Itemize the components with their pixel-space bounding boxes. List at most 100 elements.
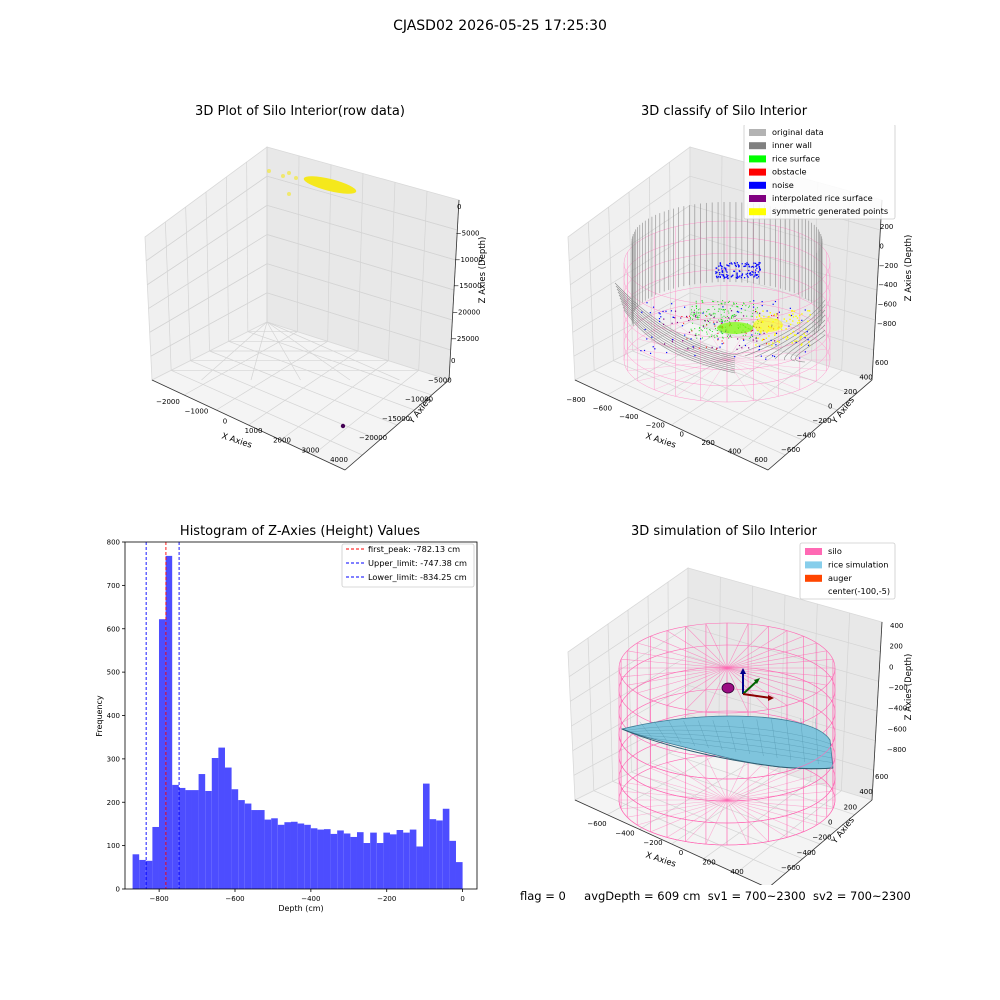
z-tick-label: −400 (888, 705, 907, 713)
plot3-y-ticks: 0 100 200 300 400 500 600 700 800 (107, 539, 125, 894)
legend-label: symmetric generated points (772, 206, 888, 216)
y-tick-label: −400 (797, 849, 816, 857)
histogram-bar (337, 830, 344, 889)
plot2-legend: original data inner wall rice surface obsta… (743, 125, 896, 220)
plot4-z-ticks: −800 −600 −400 −200 0 200 400 (887, 622, 908, 754)
x-tick-label: 0 (679, 849, 683, 857)
z-tick-label: −200 (879, 262, 898, 270)
legend-swatch (749, 155, 766, 163)
legend-swatch (805, 548, 822, 555)
histogram-bar (396, 830, 404, 889)
y-tick-label: −15000 (382, 415, 410, 423)
plot2-classified-points (640, 262, 811, 360)
legend-label: rice surface (772, 153, 820, 163)
histogram-bar (297, 823, 305, 889)
histogram-bar (145, 860, 153, 889)
plot4-auger (721, 668, 774, 701)
legend-label: obstacle (772, 167, 807, 177)
histogram-bar (383, 832, 390, 889)
histogram-bar (211, 758, 219, 889)
x-tick-label: −2000 (156, 398, 180, 406)
y-tick-label: 200 (844, 388, 857, 396)
x-tick-label: 1000 (245, 427, 263, 435)
histogram-bar (403, 832, 410, 889)
z-tick-label: −200 (889, 684, 908, 692)
legend-swatch (749, 129, 766, 136)
histogram-bar (158, 619, 166, 889)
legend-label: noise (772, 180, 794, 190)
z-tick-label: 0 (457, 203, 461, 211)
y-tick-label: 700 (107, 582, 120, 590)
plot1-points (267, 169, 357, 429)
histogram-bar (304, 824, 311, 889)
legend-swatch (749, 195, 766, 202)
sv2-readout: sv2 = 700~2300 (812, 889, 911, 903)
x-tick-label: −400 (619, 413, 638, 421)
z-tick-label: 0 (879, 242, 883, 250)
plot4-x-label: X Axies (644, 850, 677, 869)
x-tick-label: 200 (702, 858, 715, 866)
x-tick-label: −200 (377, 895, 396, 903)
y-tick-label: 400 (859, 374, 872, 382)
x-tick-label: 2000 (273, 437, 291, 445)
plot4-title: 3D simulation of Silo Interior (631, 524, 817, 539)
x-tick-label: −600 (587, 820, 606, 828)
plot3-y-label: Frequency (95, 695, 104, 737)
histogram-bar (185, 790, 192, 889)
y-tick-label: 300 (107, 755, 120, 763)
plot3-vlines (145, 542, 180, 889)
avg-depth-readout: avgDepth = 609 cm (584, 889, 701, 903)
plot3-x-label: Depth (cm) (278, 904, 323, 913)
histogram-bar (370, 832, 377, 889)
y-tick-label: 600 (107, 625, 120, 633)
histogram-bar (152, 826, 159, 889)
legend-label: silo (828, 546, 842, 556)
y-tick-label: 200 (107, 799, 120, 807)
histogram-bar (416, 846, 423, 889)
histogram-bar (191, 790, 199, 889)
y-tick-label: 600 (875, 773, 888, 781)
x-tick-label: 4000 (330, 456, 348, 464)
sv1-readout: sv1 = 700~2300 (707, 889, 806, 903)
plot2-z-label: Z Axies (Depth) (904, 235, 914, 302)
legend-label: original data (772, 127, 824, 137)
x-tick-label: −800 (150, 895, 169, 903)
histogram-bar (455, 862, 463, 889)
z-tick-label: 400 (890, 622, 903, 630)
y-tick-label: 400 (859, 788, 872, 796)
histogram-bar (376, 843, 384, 889)
y-tick-label: −5000 (428, 376, 452, 384)
y-tick-label: −20000 (359, 434, 387, 442)
histogram-bar (139, 859, 146, 889)
x-tick-label: 0 (679, 430, 683, 438)
histogram-bar (317, 829, 324, 889)
y-tick-label: −600 (781, 446, 800, 454)
legend-swatch (749, 168, 766, 176)
plot3-legend: first_peak: -782.13 cm Upper_limit: -747.… (341, 543, 475, 588)
x-tick-label: −1000 (185, 408, 209, 416)
histogram-bar (132, 854, 140, 889)
z-tick-label: −20000 (452, 309, 480, 317)
plot3-title: Histogram of Z-Axies (Height) Values (179, 524, 421, 539)
x-tick-label: 0 (460, 895, 464, 903)
plot1-z-ticks: 0 −5000 −10000 −15000 −20000 −25000 (451, 203, 483, 343)
x-tick-label: −800 (566, 396, 585, 404)
z-tick-label: −5000 (456, 229, 480, 237)
y-tick-label: 500 (107, 669, 120, 677)
plot3-x-ticks: −800 −600 −400 −200 0 (150, 889, 465, 903)
z-tick-label: 200 (890, 643, 903, 651)
histogram-bar (429, 819, 437, 889)
legend-label: center(-100,-5) (828, 586, 890, 596)
histogram-bar (231, 789, 239, 889)
z-tick-label: −400 (878, 281, 897, 289)
y-tick-label: 400 (107, 712, 120, 720)
plot1-axis-lines (151, 199, 460, 471)
histogram-bar (363, 843, 371, 889)
plot4-silo-front (618, 733, 836, 846)
plot1-y-ticks: −20000 −15000 −10000 −5000 0 (359, 357, 455, 442)
x-tick-label: 600 (754, 456, 767, 464)
